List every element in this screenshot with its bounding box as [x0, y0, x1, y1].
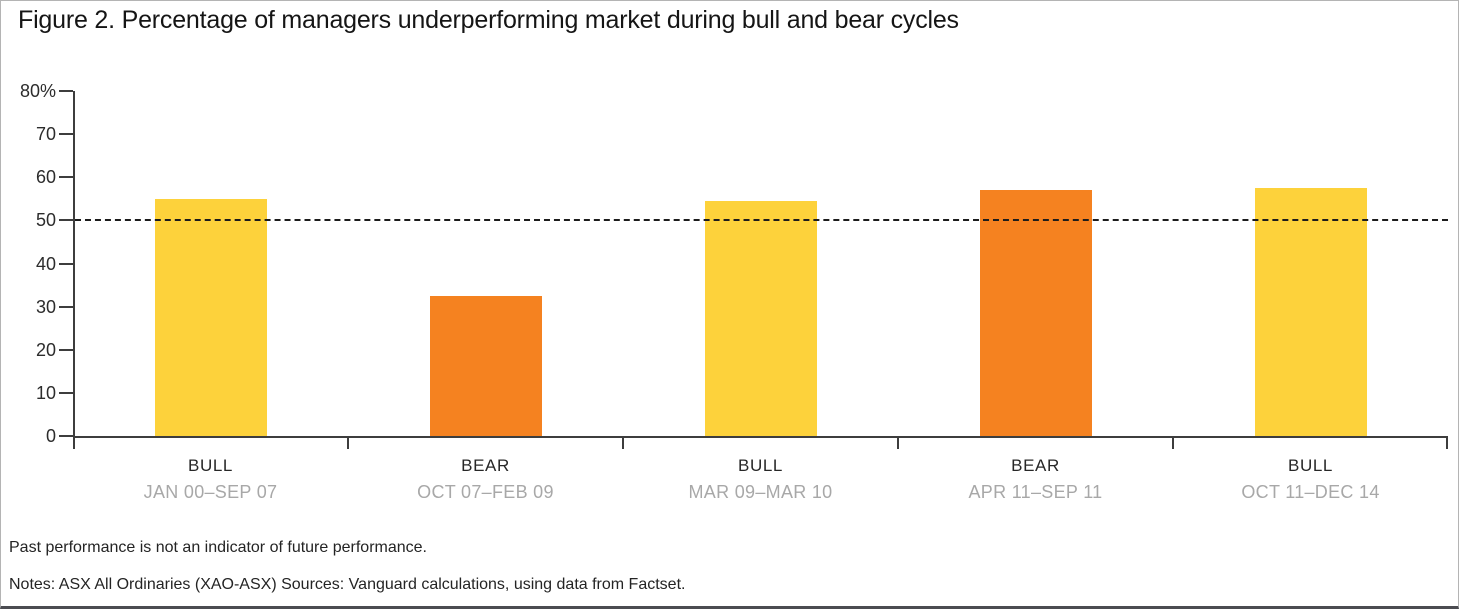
x-axis-tick — [897, 438, 899, 449]
category-phase-label-4: BULL — [1288, 456, 1333, 475]
y-axis-tick — [59, 219, 73, 222]
category-phase-label-1: BEAR — [461, 456, 510, 475]
x-axis-tick — [1446, 438, 1448, 449]
bar-bear-1 — [429, 295, 542, 436]
y-axis-tick — [59, 176, 73, 179]
y-axis-tick — [59, 391, 73, 394]
y-axis-tick-label: 60 — [35, 167, 56, 188]
y-axis-tick-label: 30 — [35, 296, 56, 317]
reference-line-50pct — [75, 219, 1448, 222]
bar-bull-2 — [704, 200, 817, 436]
footnote-past-performance: Past performance is not an indicator of … — [9, 539, 427, 556]
x-axis-tick — [1172, 438, 1174, 449]
y-axis-tick-label: 0 — [45, 426, 56, 446]
bar-bear-3 — [979, 190, 1092, 436]
category-phase-label-3: BEAR — [1011, 456, 1060, 475]
figure-title: Figure 2. Percentage of managers underpe… — [18, 6, 959, 34]
bar-bull-4 — [1254, 188, 1367, 436]
x-axis-tick — [347, 438, 349, 449]
y-axis-tick-label: 40 — [35, 253, 56, 274]
y-axis-tick — [59, 133, 73, 136]
category-period-label-2: MAR 09–MAR 10 — [688, 482, 833, 502]
y-axis-tick — [59, 435, 73, 437]
category-period-label-3: APR 11–SEP 11 — [968, 482, 1103, 502]
footnote-notes-sources: Notes: ASX All Ordinaries (XAO-ASX) Sour… — [9, 576, 686, 593]
y-axis-tick — [59, 90, 73, 92]
y-axis-tick-label: 10 — [35, 382, 56, 403]
x-axis-tick — [622, 438, 624, 449]
category-phase-label-0: BULL — [188, 456, 233, 475]
x-axis-line — [73, 436, 1448, 438]
y-axis-tick-label: 80% — [19, 81, 56, 101]
bar-bull-0 — [154, 198, 267, 436]
y-axis-tick — [59, 305, 73, 308]
category-period-label-1: OCT 07–FEB 09 — [417, 482, 554, 502]
category-period-label-0: JAN 00–SEP 07 — [143, 482, 278, 502]
y-axis-tick-label: 20 — [35, 339, 56, 360]
category-period-label-4: OCT 11–DEC 14 — [1241, 482, 1380, 502]
y-axis-line — [73, 91, 75, 449]
y-axis-tick — [59, 262, 73, 265]
y-axis-tick-label: 50 — [35, 210, 56, 231]
y-axis-tick — [59, 348, 73, 351]
category-phase-label-2: BULL — [738, 456, 783, 475]
y-axis-tick-label: 70 — [35, 124, 56, 145]
